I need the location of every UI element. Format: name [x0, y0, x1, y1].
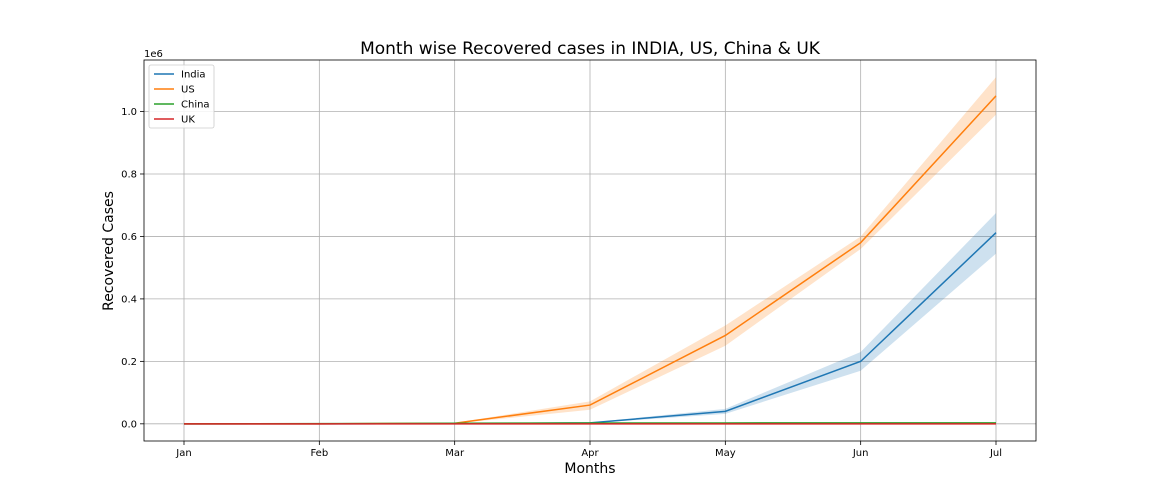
x-axis-ticks: Jan Feb Mar Apr May Jun Jul — [175, 441, 1002, 459]
x-axis-label: Months — [564, 461, 615, 477]
y-tick-label: 0.8 — [121, 169, 137, 180]
y-tick-label: 0.2 — [121, 357, 137, 368]
y-axis-ticks: 0.0 0.2 0.4 0.6 0.8 1.0 — [121, 107, 144, 430]
y-tick-label: 1.0 — [121, 107, 137, 118]
x-tick-label: Feb — [310, 448, 328, 459]
legend-label-china: China — [181, 100, 210, 111]
y-tick-label: 0.4 — [121, 294, 137, 305]
chart-title: Month wise Recovered cases in INDIA, US,… — [360, 39, 821, 59]
legend-label-uk: UK — [181, 115, 195, 126]
x-tick-label: Jul — [989, 448, 1002, 459]
legend-box — [148, 64, 215, 129]
legend: India US China UK — [148, 64, 215, 129]
y-scale-label: 1e6 — [144, 49, 163, 60]
x-tick-label: Apr — [581, 448, 599, 459]
y-axis-label: Recovered Cases — [101, 191, 117, 311]
x-tick-label: May — [715, 448, 736, 459]
x-tick-label: Jan — [175, 448, 191, 459]
y-tick-label: 0.0 — [121, 419, 137, 430]
grid-lines — [144, 60, 1036, 441]
legend-label-india: India — [181, 70, 206, 81]
legend-label-us: US — [181, 85, 195, 96]
x-tick-label: Mar — [445, 448, 465, 459]
x-tick-label: Jun — [852, 448, 869, 459]
series-lines — [183, 95, 997, 425]
y-tick-label: 0.6 — [121, 232, 137, 243]
